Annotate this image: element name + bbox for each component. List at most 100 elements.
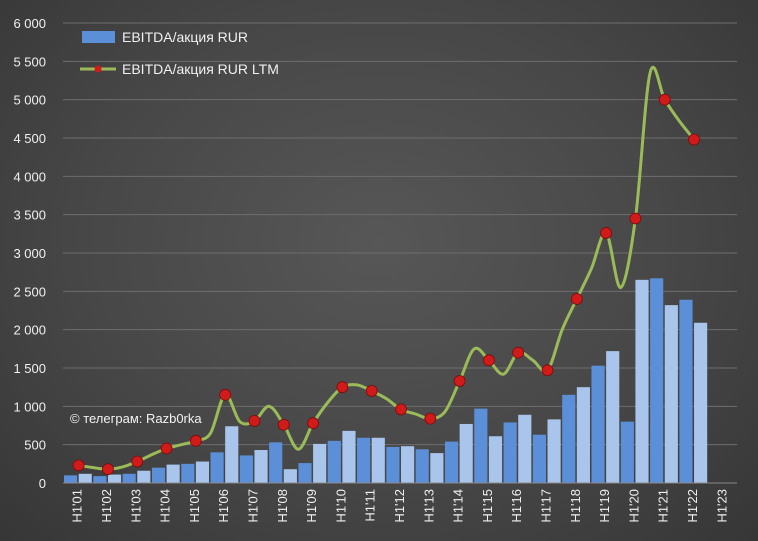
y-tick-label: 1 500 (13, 361, 46, 376)
bar-series (64, 278, 708, 483)
x-tick-label: H1'14 (451, 489, 466, 523)
x-tick-label: H1'09 (304, 489, 319, 523)
x-axis-ticks: H1'01 H1'02 H1'03 H1'04 H1'05 H1'06 H1'07 H1'08… (63, 482, 737, 523)
bar (532, 434, 547, 483)
x-tick-label: H1'03 (128, 489, 143, 523)
legend: EBITDA/акция RUR EBITDA/акция RUR LTM (80, 29, 279, 77)
bar (459, 423, 473, 483)
bar (620, 421, 634, 483)
bar (635, 279, 649, 483)
bar (107, 474, 122, 483)
bar (298, 463, 312, 483)
y-tick-label: 5 500 (13, 54, 46, 69)
y-axis-ticks: 0 500 1 000 1 500 2 000 2 500 3 000 3 500 4 000 4… (13, 16, 46, 491)
bar (591, 365, 605, 483)
bar (93, 476, 107, 483)
bar (64, 475, 78, 483)
x-tick-label: H1'16 (509, 489, 524, 523)
x-tick-label: H1'20 (626, 489, 641, 523)
bar (401, 446, 415, 483)
bar (430, 453, 444, 483)
bar (195, 461, 210, 483)
x-tick-label: H1'01 (70, 489, 85, 523)
ltm-marker (600, 227, 613, 239)
bar (137, 470, 151, 483)
x-tick-label: H1'22 (685, 489, 700, 523)
x-tick-label: H1'19 (597, 489, 612, 523)
y-tick-label: 2 500 (13, 284, 46, 299)
legend-bar-swatch (82, 31, 115, 43)
y-tick-label: 4 000 (13, 169, 46, 184)
y-tick-label: 6 000 (13, 16, 46, 31)
legend-line-marker (94, 65, 102, 73)
ltm-marker (688, 133, 700, 146)
bar (694, 322, 708, 483)
y-tick-label: 5 000 (13, 93, 46, 108)
x-tick-label: H1'11 (363, 489, 378, 522)
bar (151, 467, 166, 483)
y-tick-label: 2 000 (13, 323, 46, 338)
bar (313, 443, 327, 483)
ltm-marker (483, 354, 495, 367)
y-tick-label: 3 500 (13, 208, 46, 223)
bar (386, 446, 400, 483)
bar (122, 473, 136, 483)
y-tick-label: 500 (24, 438, 46, 453)
ltm-marker (131, 455, 144, 468)
ltm-marker (395, 403, 407, 416)
gridlines (63, 22, 737, 484)
bar (562, 394, 576, 483)
watermark: © телеграм: Razb0rka (70, 411, 202, 426)
x-tick-label: H1'15 (480, 489, 495, 523)
bar (239, 455, 253, 483)
bar (415, 449, 429, 483)
bar (444, 441, 459, 483)
bar (474, 408, 488, 483)
bar (650, 278, 664, 483)
ltm-marker (102, 463, 114, 476)
bar (371, 437, 385, 483)
bar (78, 473, 92, 483)
x-tick-label: H1'04 (158, 489, 173, 523)
ltm-marker (629, 212, 642, 225)
ltm-marker (658, 93, 671, 106)
y-tick-label: 3 000 (13, 246, 46, 261)
bar (679, 299, 693, 483)
bar (342, 430, 356, 483)
line-series (72, 65, 700, 476)
x-tick-label: H1'02 (99, 489, 114, 523)
bar (357, 437, 371, 483)
bar (225, 426, 239, 483)
x-tick-label: H1'17 (539, 489, 554, 523)
bar (606, 351, 620, 483)
bar (210, 452, 224, 483)
ltm-marker (248, 414, 261, 427)
y-tick-label: 1 000 (13, 399, 46, 414)
ltm-marker (570, 293, 583, 305)
x-tick-label: H1'23 (714, 489, 729, 523)
x-tick-label: H1'18 (568, 489, 583, 523)
bar (181, 463, 195, 483)
x-tick-label: H1'13 (421, 489, 436, 523)
bar (283, 469, 297, 483)
x-tick-label: H1'12 (392, 489, 407, 523)
bar (547, 419, 561, 483)
x-tick-label: H1'07 (245, 489, 260, 523)
x-tick-label: H1'21 (656, 489, 671, 523)
bar (327, 440, 341, 483)
ltm-marker (336, 381, 349, 394)
legend-line-label: EBITDA/акция RUR LTM (122, 61, 279, 77)
bar (503, 422, 517, 483)
ltm-marker (277, 418, 290, 431)
bar (269, 442, 283, 483)
x-tick-label: H1'06 (216, 489, 231, 523)
ltm-marker (72, 459, 85, 472)
ltm-marker (365, 385, 378, 397)
ltm-marker (453, 375, 466, 387)
ltm-marker (160, 442, 173, 455)
x-tick-label: H1'08 (275, 489, 290, 523)
x-tick-label: H1'10 (333, 489, 348, 523)
ltm-marker (541, 364, 554, 377)
